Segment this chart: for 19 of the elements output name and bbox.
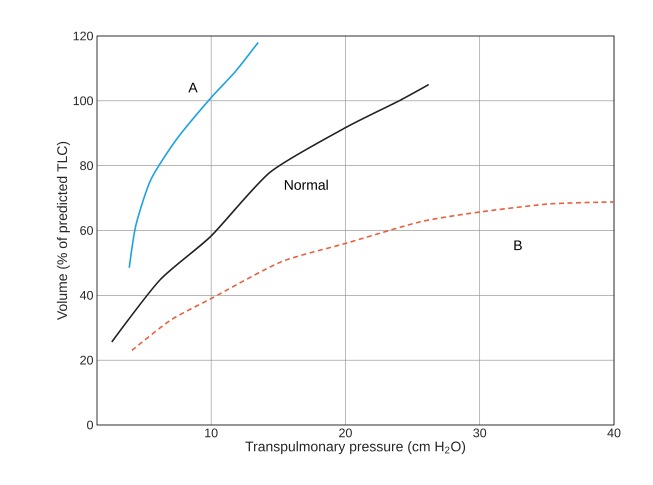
- x-tick-label: 20: [339, 428, 352, 438]
- line-series: [110, 84, 430, 343]
- line-series: [128, 42, 259, 269]
- y-tick-label: 100: [74, 96, 93, 106]
- y-tick-label: 80: [80, 161, 93, 170]
- line-series: [131, 201, 614, 352]
- x-axis-title: Transpulmonary pressure (cm H$_{2}$O): [245, 441, 466, 454]
- y-tick-label: 60: [80, 226, 93, 235]
- x-tick-label: 40: [607, 428, 620, 438]
- x-tick-label: 30: [473, 428, 486, 438]
- text: B: [514, 240, 522, 250]
- y-tick-label: 20: [80, 356, 93, 365]
- series-label: A: [188, 82, 198, 92]
- y-tick-label: 120: [74, 32, 93, 40]
- x-tick-label: 10: [205, 428, 218, 438]
- y-axis-title: Volume (% of predicted TLC): [56, 142, 70, 320]
- y-tick-label: 0: [87, 420, 93, 430]
- series-label: Normal: [284, 180, 328, 190]
- y-tick-label: 40: [80, 290, 93, 300]
